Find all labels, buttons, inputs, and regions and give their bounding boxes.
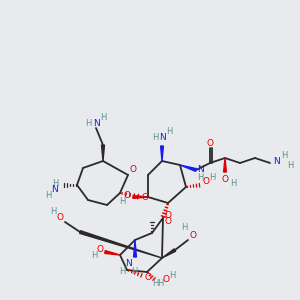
- Text: N: N: [124, 260, 131, 268]
- Text: H: H: [197, 173, 203, 182]
- Text: O: O: [221, 175, 229, 184]
- Text: H: H: [131, 268, 137, 277]
- Text: N: N: [159, 133, 165, 142]
- Polygon shape: [160, 146, 164, 161]
- Polygon shape: [162, 249, 176, 258]
- Text: O: O: [130, 166, 136, 175]
- Text: H: H: [157, 280, 163, 289]
- Polygon shape: [180, 165, 196, 171]
- Text: H: H: [230, 179, 236, 188]
- Text: H: H: [119, 197, 125, 206]
- Text: H: H: [91, 251, 97, 260]
- Text: O: O: [142, 193, 148, 202]
- Text: O: O: [202, 178, 209, 187]
- Polygon shape: [134, 240, 136, 257]
- Polygon shape: [224, 158, 226, 172]
- Polygon shape: [105, 250, 120, 255]
- Text: N: N: [274, 157, 280, 166]
- Text: H: H: [85, 118, 91, 127]
- Text: H: H: [45, 191, 51, 200]
- Text: H: H: [166, 128, 172, 136]
- Text: O: O: [190, 230, 196, 239]
- Text: H: H: [281, 151, 287, 160]
- Text: H: H: [50, 206, 56, 215]
- Text: N: N: [52, 185, 58, 194]
- Text: N: N: [94, 118, 100, 127]
- Text: O: O: [124, 190, 130, 200]
- Text: O: O: [164, 211, 172, 220]
- Text: O: O: [163, 275, 170, 284]
- Text: H: H: [209, 172, 215, 182]
- Text: H: H: [52, 178, 58, 188]
- Text: O: O: [164, 217, 172, 226]
- Text: O: O: [97, 245, 104, 254]
- Text: H: H: [169, 272, 175, 280]
- Text: H: H: [100, 113, 106, 122]
- Text: H: H: [152, 278, 158, 287]
- Text: H: H: [152, 133, 158, 142]
- Text: O: O: [56, 212, 64, 221]
- Text: H: H: [181, 224, 187, 232]
- Text: N: N: [198, 166, 204, 175]
- Text: O: O: [145, 274, 152, 283]
- Text: H: H: [119, 268, 125, 277]
- Polygon shape: [133, 196, 148, 198]
- Polygon shape: [101, 145, 104, 161]
- Text: H: H: [287, 161, 293, 170]
- Polygon shape: [80, 231, 162, 258]
- Text: O: O: [206, 139, 214, 148]
